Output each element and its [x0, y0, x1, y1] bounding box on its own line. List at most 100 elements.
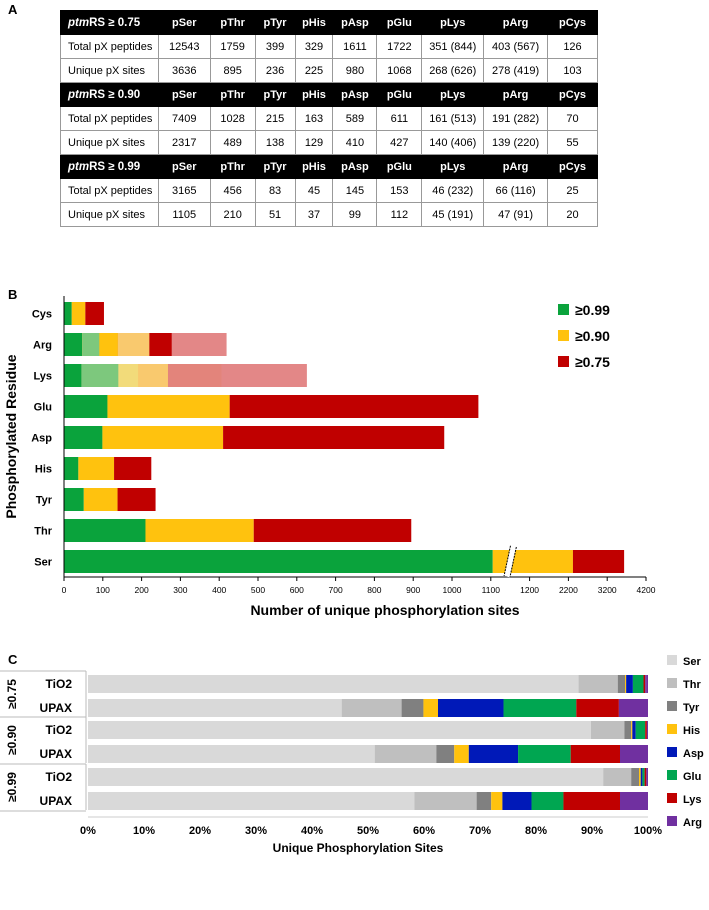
table-cell: 45 (191): [421, 202, 485, 227]
ptm-prefix: ptm: [68, 16, 90, 29]
bar-thr-seg0: [64, 519, 146, 542]
x-tick-label: 3200: [598, 585, 617, 595]
bar-upax-asp: [502, 792, 532, 810]
table-cell: 47 (91): [483, 202, 548, 227]
legend-label: His: [683, 725, 700, 737]
ptm-prefix: ptm: [68, 88, 90, 101]
bar-arg-seg0: [64, 333, 83, 356]
column-header: pArg: [483, 82, 548, 107]
bar-tio2-his: [639, 768, 641, 786]
bar-his-seg2: [114, 457, 152, 480]
table-cell: 1611: [332, 34, 378, 59]
x-tick-label: 50%: [357, 825, 379, 837]
x-tick-label: 1100: [482, 585, 501, 595]
table-cell: 1759: [209, 34, 256, 59]
ambiguous-bar-arg-seg1: [117, 333, 150, 356]
table-cell: 589: [332, 106, 378, 131]
table-cell: 1028: [209, 106, 256, 131]
category-label: Lys: [33, 371, 52, 383]
category-label: Ser: [34, 557, 52, 569]
column-header: pLys: [421, 10, 485, 35]
x-tick-label: 60%: [413, 825, 435, 837]
bar-upax-arg: [620, 745, 648, 763]
x-tick-label: 70%: [469, 825, 491, 837]
x-tick-label: 300: [173, 585, 187, 595]
bar-tio2-tyr: [631, 768, 640, 786]
x-tick-label: 900: [406, 585, 420, 595]
legend-swatch: [667, 701, 677, 711]
x-tick-label: 1200: [520, 585, 539, 595]
group-label: ≥0.99: [5, 772, 19, 802]
threshold-header: ptmRS ≥ 0.99: [60, 154, 159, 179]
table-cell: 126: [547, 34, 598, 59]
row-label: Total pX peptides: [60, 34, 159, 59]
x-tick-label: 100%: [634, 825, 662, 837]
column-header: pHis: [294, 10, 334, 35]
table-cell: 1105: [157, 202, 211, 227]
table-cell: 145: [332, 178, 378, 203]
x-tick-label: 800: [367, 585, 381, 595]
bar-tio2-tyr: [617, 675, 626, 693]
bar-tyr-seg0: [64, 488, 84, 511]
bar-upax-thr: [414, 792, 477, 810]
column-header: pThr: [209, 10, 256, 35]
table-row: Total pX peptides 3165 456 83 45 145 153 46 (23…: [60, 178, 598, 203]
bar-asp-seg0: [64, 426, 103, 449]
table-cell: 399: [254, 34, 296, 59]
legend-label: Glu: [683, 771, 701, 783]
unique-sites-bar-chart: Cys Arg Lys Glu Asp His Tyr Thr Ser 0 100 200 300 400…: [3, 296, 656, 618]
table-cell: 140 (406): [421, 130, 485, 155]
table-cell: 103: [547, 58, 598, 83]
column-header: pArg: [483, 154, 548, 179]
panel-letter-a: A: [8, 2, 18, 17]
table-cell: 129: [294, 130, 334, 155]
column-header: pThr: [209, 82, 256, 107]
threshold-header: ptmRS ≥ 0.90: [60, 82, 159, 107]
bar-upax-ser: [88, 699, 342, 717]
bar-lys-seg0: [64, 364, 82, 387]
y-axis-title: Phosphorylated Residue: [3, 354, 19, 518]
bar-tio2-thr: [603, 768, 632, 786]
panel-letter-c: C: [8, 652, 18, 667]
bar-upax-lys: [570, 745, 620, 763]
bar-glu-seg2: [229, 395, 479, 418]
bar-tyr-seg1: [83, 488, 118, 511]
row-label: Unique pX sites: [60, 202, 159, 227]
bar-ser-seg0: [64, 550, 493, 573]
column-header: pAsp: [332, 82, 378, 107]
table-cell: 980: [332, 58, 378, 83]
column-header: pGlu: [376, 10, 423, 35]
x-tick-label: 700: [329, 585, 343, 595]
bar-tio2-glu: [632, 675, 644, 693]
bar-tio2-ser: [88, 768, 604, 786]
bar-tyr-seg2: [117, 488, 156, 511]
table-cell: 83: [254, 178, 296, 203]
table-header-row: ptmRS ≥ 0.75 pSer pThr pTyr pHis pAsp pGlu pLys…: [60, 10, 598, 35]
bar-tio2-ser: [88, 721, 591, 739]
legend-swatch: [667, 655, 677, 665]
bar-upax-tyr: [476, 792, 492, 810]
table-cell: 225: [294, 58, 334, 83]
bar-upax-thr: [341, 699, 402, 717]
table-cell: 2317: [157, 130, 211, 155]
table-cell: 139 (220): [483, 130, 548, 155]
bar-upax-glu: [503, 699, 577, 717]
bar-tio2-lys: [644, 768, 647, 786]
table-cell: 1068: [376, 58, 423, 83]
legend-swatch: [667, 793, 677, 803]
ambiguous-bar-lys-seg2: [167, 364, 307, 387]
table-cell: 37: [294, 202, 334, 227]
bar-tio2-arg: [646, 675, 648, 693]
table-cell: 25: [547, 178, 598, 203]
table-cell: 3165: [157, 178, 211, 203]
legend-label: Tyr: [683, 702, 700, 714]
x-tick-label: 0: [62, 585, 67, 595]
bar-upax-glu: [531, 792, 564, 810]
table-cell: 66 (116): [483, 178, 548, 203]
table-row: Total pX peptides 7409 1028 215 163 589 611 161…: [60, 106, 598, 131]
table-cell: 7409: [157, 106, 211, 131]
normalized-sites-bar-chart: TiO2 UPAX TiO2 UPAX TiO2 UPAX ≥0.75 ≥0.90 ≥0.99 0…: [0, 655, 704, 855]
x-tick-label: 20%: [189, 825, 211, 837]
bar-tio2-arg: [646, 768, 648, 786]
column-header: pHis: [294, 82, 334, 107]
